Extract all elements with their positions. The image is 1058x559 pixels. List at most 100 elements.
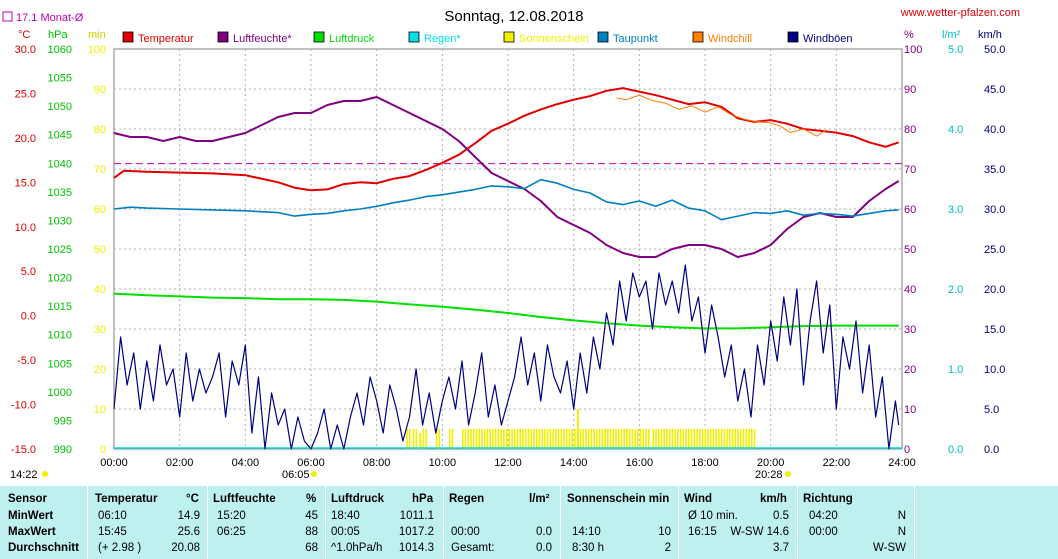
monthly-avg-marker (2, 11, 13, 22)
sunshine-bar (415, 429, 418, 449)
sunshine-bar (693, 429, 696, 449)
sunshine-bar (648, 429, 650, 449)
legend-item: Windchill (692, 31, 752, 45)
legend-label: Windböen (803, 33, 853, 45)
sunshine-bar (655, 429, 657, 449)
sunshine-bar (734, 429, 737, 449)
sunshine-bar (579, 429, 582, 449)
sunshine-bar (425, 429, 427, 449)
wind-value: 3.7 (773, 542, 789, 554)
x-tick-label: 14:00 (560, 457, 588, 469)
percent-tick: 50 (904, 244, 916, 256)
sunshine-bar (494, 429, 497, 449)
rain-value: 0.0 (536, 526, 552, 538)
sunshine-bar (530, 429, 533, 449)
sunshine-bar (731, 429, 734, 449)
sun-minutes-tick: 0 (100, 444, 106, 456)
header-pressure: Luftdruck (331, 493, 385, 505)
sunshine-bar (574, 429, 576, 449)
temp-time: 06:10 (98, 510, 127, 522)
x-tick-label: 06:00 (297, 457, 325, 469)
legend-item: Luftdruck (313, 31, 375, 45)
right-axes: 10090807060504030201005.04.03.02.01.00.0… (904, 44, 1005, 456)
unit-minutes: min (88, 29, 106, 41)
wind-tick: 50.0 (984, 44, 1005, 56)
x-tick-label: 20:00 (757, 457, 785, 469)
sunrise-icon (311, 471, 317, 477)
col-separator (678, 486, 679, 559)
sun-minutes-tick: 10 (94, 404, 106, 416)
sun-minutes-tick: 70 (94, 164, 106, 176)
rain-time: Gesamt: (451, 542, 495, 554)
pressure-tick: 1035 (48, 187, 72, 199)
pressure-tick: 1060 (48, 44, 72, 56)
sunshine-bar (560, 429, 563, 449)
sunshine-bar (666, 429, 668, 449)
sunshine-bar (486, 429, 489, 449)
wind-tick: 40.0 (984, 124, 1005, 136)
sunshine-bar (745, 429, 748, 449)
rain-time: 00:00 (451, 526, 480, 538)
row-label: MinWert (8, 510, 54, 522)
unit-temp: °C (18, 29, 30, 41)
sun-minutes-tick: 60 (94, 204, 106, 216)
x-tick-label: 04:00 (232, 457, 260, 469)
sunshine-bar (552, 429, 554, 449)
sunshine-bar (615, 429, 617, 449)
website-link[interactable]: www.wetter-pfalzen.com (900, 7, 1020, 19)
percent-tick: 80 (904, 124, 916, 136)
sunshine-bar (620, 429, 623, 449)
sunshine-bar (660, 429, 663, 449)
legend-swatch (122, 31, 134, 43)
temp-time: 15:45 (98, 526, 127, 538)
sunshine-bar (412, 429, 415, 449)
rain-tick: 3.0 (948, 204, 963, 216)
legend-label: Windchill (708, 33, 752, 45)
unit-percent: % (904, 29, 914, 41)
temp-tick: 25.0 (15, 88, 36, 100)
sunshine-bar (462, 429, 464, 449)
series-line-taupunkt (113, 178, 899, 221)
sunshine-bar (464, 429, 467, 449)
sunshine-bar (585, 429, 587, 449)
sunshine-bar (541, 429, 543, 449)
sunshine-bar (715, 429, 717, 449)
humidity-time: 06:25 (217, 526, 246, 538)
sunshine-bar (612, 429, 615, 449)
sunshine-bar (712, 429, 715, 449)
x-tick-label: 22:00 (823, 457, 851, 469)
sunshine-bar (497, 429, 500, 449)
legend-label: Luftdruck (329, 33, 375, 45)
sunshine-bar (503, 429, 505, 449)
sunshine-bar (696, 429, 698, 449)
pressure-tick: 1005 (48, 358, 72, 370)
header-sunshine: Sonnenschein min (567, 493, 670, 505)
x-tick-label: 02:00 (166, 457, 194, 469)
sunshine-bar (513, 429, 516, 449)
sunshine-bar (604, 429, 606, 449)
legend-label: Luftfeuchte* (233, 33, 292, 45)
sunshine-bar (626, 429, 628, 449)
sunshine-bar (489, 429, 491, 449)
series-line-windböen (113, 264, 900, 450)
sunshine-bar (639, 429, 642, 449)
pressure-time: 18:40 (331, 510, 360, 522)
unit-rain: l/m² (942, 29, 961, 41)
sunshine-bar (657, 429, 660, 449)
sunshine-bar (568, 429, 571, 449)
percent-tick: 40 (904, 284, 916, 296)
sunshine-bar (682, 429, 685, 449)
sunshine-bar (652, 429, 655, 449)
sunshine-bar (527, 429, 530, 449)
pressure-tick: 990 (54, 444, 72, 456)
sunshine-bar (470, 429, 472, 449)
col-separator (207, 486, 208, 559)
wind-tick: 20.0 (984, 284, 1005, 296)
sunshine-bar (690, 429, 693, 449)
sun-minutes-tick: 50 (94, 244, 106, 256)
sunshine-bar (709, 429, 712, 449)
header-humidity-unit: % (306, 493, 317, 505)
sunshine-bar (628, 429, 631, 449)
temp-tick: -5.0 (17, 355, 36, 367)
sunshine-bar (590, 429, 593, 449)
